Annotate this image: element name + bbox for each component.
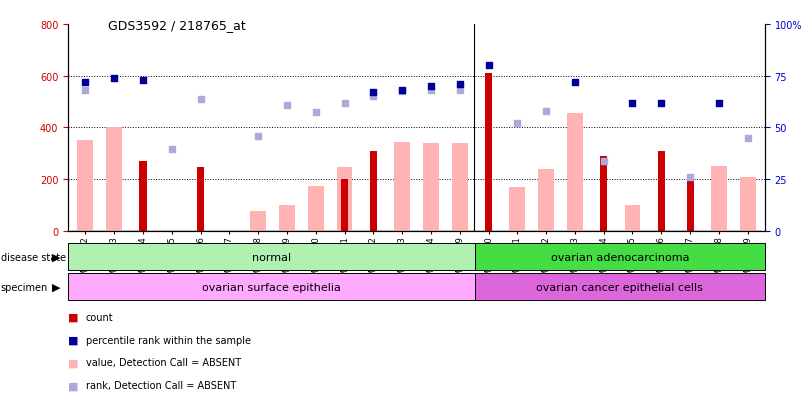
Bar xyxy=(686,174,694,231)
Bar xyxy=(394,142,410,231)
Point xyxy=(511,121,524,128)
Bar xyxy=(341,180,348,231)
Point xyxy=(136,77,149,84)
Bar xyxy=(740,177,755,231)
Text: ovarian adenocarcinoma: ovarian adenocarcinoma xyxy=(550,252,689,262)
Bar xyxy=(658,151,665,231)
Point xyxy=(309,109,322,116)
Point xyxy=(108,75,121,82)
Bar xyxy=(509,188,525,231)
Point xyxy=(598,158,610,165)
Point xyxy=(396,88,409,94)
Point xyxy=(396,89,409,95)
Bar xyxy=(68,274,474,301)
Text: ovarian surface epithelia: ovarian surface epithelia xyxy=(202,282,340,292)
Bar xyxy=(68,244,474,271)
Bar xyxy=(336,168,352,231)
Text: count: count xyxy=(86,312,113,322)
Point xyxy=(165,147,178,153)
Point xyxy=(367,90,380,96)
Point xyxy=(280,103,293,109)
Text: ▶: ▶ xyxy=(51,252,60,262)
Text: ■: ■ xyxy=(68,380,78,390)
Bar xyxy=(474,244,765,271)
Point xyxy=(712,100,725,107)
Point xyxy=(540,108,553,114)
Text: ■: ■ xyxy=(68,312,78,322)
Point xyxy=(626,100,639,107)
Text: specimen: specimen xyxy=(1,282,48,292)
Text: percentile rank within the sample: percentile rank within the sample xyxy=(86,335,251,345)
Point xyxy=(79,87,92,94)
Text: ▶: ▶ xyxy=(51,282,60,292)
Bar xyxy=(139,161,147,231)
Bar xyxy=(538,169,554,231)
Text: rank, Detection Call = ABSENT: rank, Detection Call = ABSENT xyxy=(86,380,236,390)
Point xyxy=(252,134,264,140)
Point xyxy=(79,79,92,86)
Bar xyxy=(370,151,377,231)
Text: ovarian cancer epithelial cells: ovarian cancer epithelial cells xyxy=(537,282,703,292)
Bar xyxy=(197,168,204,231)
Point xyxy=(425,87,437,94)
Text: disease state: disease state xyxy=(1,252,66,262)
Bar xyxy=(711,167,727,231)
Bar xyxy=(423,144,439,231)
Point xyxy=(338,100,351,107)
Bar xyxy=(78,141,93,231)
Point xyxy=(367,94,380,100)
Point xyxy=(655,100,668,107)
Text: ■: ■ xyxy=(68,358,78,368)
Point xyxy=(194,96,207,103)
Bar xyxy=(279,206,295,231)
Text: normal: normal xyxy=(252,252,291,262)
Text: GDS3592 / 218765_at: GDS3592 / 218765_at xyxy=(108,19,246,31)
Bar xyxy=(567,114,583,231)
Point xyxy=(741,135,754,142)
Bar xyxy=(308,186,324,231)
Bar xyxy=(625,206,641,231)
Point xyxy=(453,87,466,94)
Point xyxy=(569,79,582,86)
Bar xyxy=(107,128,122,231)
Point xyxy=(482,63,495,69)
Bar xyxy=(452,144,468,231)
Point xyxy=(684,174,697,180)
Text: value, Detection Call = ABSENT: value, Detection Call = ABSENT xyxy=(86,358,241,368)
Point xyxy=(453,81,466,88)
Bar xyxy=(474,274,765,301)
Bar xyxy=(250,212,266,231)
Text: ■: ■ xyxy=(68,335,78,345)
Bar xyxy=(600,157,607,231)
Point xyxy=(425,83,437,90)
Bar xyxy=(485,74,492,231)
